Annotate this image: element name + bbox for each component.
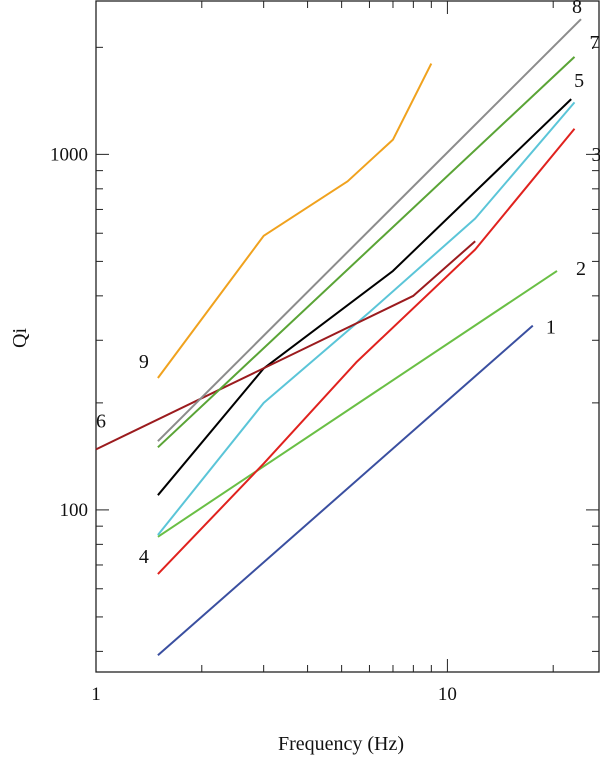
x-axis-title: Frequency (Hz) bbox=[278, 733, 404, 755]
series-line-4 bbox=[157, 101, 576, 536]
series-labels: 1 2 3 4 5 6 78 9 bbox=[96, 0, 600, 568]
series-label-8: 8 bbox=[572, 0, 582, 18]
series-label-6: 6 bbox=[96, 410, 106, 432]
y-axis-title: Qi bbox=[9, 328, 31, 348]
series-label-1: 1 bbox=[546, 317, 556, 339]
series-line-2 bbox=[157, 270, 558, 538]
series-line-7 bbox=[157, 56, 576, 449]
series-lines bbox=[95, 18, 582, 657]
series-label-2: 2 bbox=[576, 258, 586, 280]
y-tick-label: 1000 bbox=[50, 144, 88, 165]
x-tick-label: 1 bbox=[91, 684, 101, 705]
series-line-1 bbox=[157, 324, 534, 657]
series-label-7: 7 bbox=[590, 32, 600, 54]
series-label-9: 9 bbox=[139, 351, 149, 373]
series-label-5: 5 bbox=[574, 70, 584, 92]
series-label-4: 4 bbox=[139, 546, 149, 568]
series-label-3: 3 bbox=[592, 144, 600, 166]
y-tick-label: 100 bbox=[60, 500, 89, 521]
series-line-5 bbox=[157, 98, 572, 496]
axes: 1 10 100 1000 bbox=[50, 0, 600, 705]
series-line-9 bbox=[157, 63, 433, 379]
series-line-8 bbox=[157, 18, 582, 442]
plot-frame bbox=[95, 0, 600, 673]
series-line-6 bbox=[95, 240, 476, 451]
series-line-3 bbox=[157, 128, 576, 575]
x-tick-label: 10 bbox=[438, 684, 457, 705]
